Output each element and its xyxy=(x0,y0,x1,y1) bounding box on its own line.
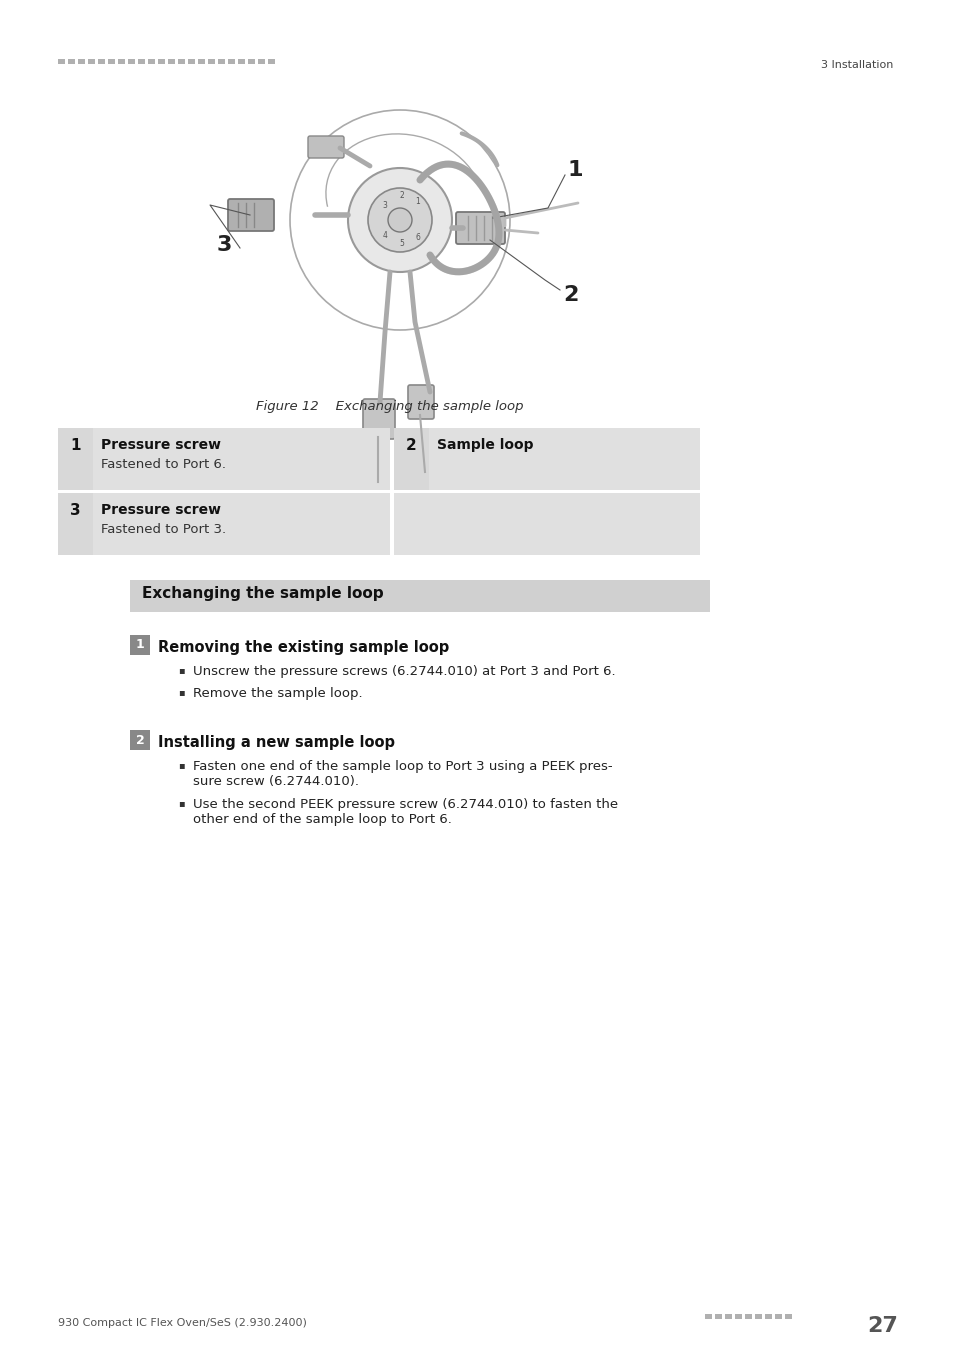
Bar xyxy=(148,59,154,63)
Text: Fasten one end of the sample loop to Port 3 using a PEEK pres-
sure screw (6.274: Fasten one end of the sample loop to Por… xyxy=(193,760,612,788)
Bar xyxy=(248,59,254,63)
Bar xyxy=(714,1314,721,1319)
Text: ▪: ▪ xyxy=(178,760,185,770)
Bar xyxy=(394,428,429,490)
FancyBboxPatch shape xyxy=(456,212,504,244)
Bar xyxy=(58,428,390,490)
Text: 2: 2 xyxy=(399,192,404,201)
Bar xyxy=(130,634,150,655)
FancyBboxPatch shape xyxy=(308,136,344,158)
Text: 4: 4 xyxy=(382,231,387,239)
Bar xyxy=(257,59,265,63)
Circle shape xyxy=(388,208,412,232)
Circle shape xyxy=(368,188,432,252)
Text: Exchanging the sample loop: Exchanging the sample loop xyxy=(142,586,383,601)
Bar xyxy=(68,59,75,63)
Bar xyxy=(704,1314,711,1319)
Text: 27: 27 xyxy=(866,1316,897,1336)
Text: Fastened to Port 6.: Fastened to Port 6. xyxy=(101,458,226,471)
FancyBboxPatch shape xyxy=(408,385,434,418)
Text: Figure 12    Exchanging the sample loop: Figure 12 Exchanging the sample loop xyxy=(256,400,523,413)
Bar xyxy=(118,59,125,63)
Bar xyxy=(58,59,65,63)
Bar xyxy=(218,59,225,63)
Bar xyxy=(268,59,274,63)
Bar xyxy=(208,59,214,63)
Bar xyxy=(188,59,194,63)
Text: Installing a new sample loop: Installing a new sample loop xyxy=(158,734,395,751)
Bar xyxy=(58,493,92,555)
Text: Remove the sample loop.: Remove the sample loop. xyxy=(193,687,362,701)
Text: Pressure screw: Pressure screw xyxy=(101,504,221,517)
Bar xyxy=(138,59,145,63)
Text: Sample loop: Sample loop xyxy=(436,437,533,452)
Bar xyxy=(774,1314,781,1319)
Text: 3: 3 xyxy=(71,504,81,518)
Text: 3: 3 xyxy=(382,201,387,209)
Bar xyxy=(108,59,115,63)
Bar xyxy=(168,59,174,63)
Bar xyxy=(394,493,700,555)
Bar xyxy=(784,1314,791,1319)
Bar xyxy=(58,493,390,555)
Text: Removing the existing sample loop: Removing the existing sample loop xyxy=(158,640,449,655)
Text: 6: 6 xyxy=(416,234,420,243)
Text: Unscrew the pressure screws (6.2744.010) at Port 3 and Port 6.: Unscrew the pressure screws (6.2744.010)… xyxy=(193,666,615,678)
FancyBboxPatch shape xyxy=(228,198,274,231)
Bar xyxy=(228,59,234,63)
Bar xyxy=(158,59,165,63)
Text: Pressure screw: Pressure screw xyxy=(101,437,221,452)
Text: ▪: ▪ xyxy=(178,666,185,675)
Bar xyxy=(198,59,205,63)
Text: 3: 3 xyxy=(216,235,232,255)
Text: Fastened to Port 3.: Fastened to Port 3. xyxy=(101,522,226,536)
Bar xyxy=(178,59,185,63)
Text: ▪: ▪ xyxy=(178,687,185,697)
Bar xyxy=(744,1314,751,1319)
FancyBboxPatch shape xyxy=(363,400,395,439)
Bar xyxy=(98,59,105,63)
Text: 2: 2 xyxy=(562,285,578,305)
Bar xyxy=(724,1314,731,1319)
Text: 1: 1 xyxy=(567,161,583,180)
Circle shape xyxy=(348,167,452,271)
Text: Use the second PEEK pressure screw (6.2744.010) to fasten the
other end of the s: Use the second PEEK pressure screw (6.27… xyxy=(193,798,618,826)
Text: ▪: ▪ xyxy=(178,798,185,809)
Bar xyxy=(764,1314,771,1319)
Bar xyxy=(734,1314,741,1319)
Bar xyxy=(58,428,92,490)
Text: 2: 2 xyxy=(135,733,144,747)
Text: 2: 2 xyxy=(406,437,416,454)
Bar xyxy=(128,59,135,63)
Bar xyxy=(78,59,85,63)
Text: 1: 1 xyxy=(135,639,144,652)
Bar xyxy=(754,1314,761,1319)
Bar xyxy=(237,59,245,63)
Text: 1: 1 xyxy=(416,197,420,207)
Bar xyxy=(394,428,700,490)
Text: 5: 5 xyxy=(399,239,404,248)
Bar xyxy=(130,730,150,751)
Bar xyxy=(130,580,709,612)
Text: 1: 1 xyxy=(71,437,81,454)
Text: 930 Compact IC Flex Oven/SeS (2.930.2400): 930 Compact IC Flex Oven/SeS (2.930.2400… xyxy=(58,1318,307,1328)
Text: 3 Installation: 3 Installation xyxy=(820,59,892,70)
Bar xyxy=(88,59,95,63)
